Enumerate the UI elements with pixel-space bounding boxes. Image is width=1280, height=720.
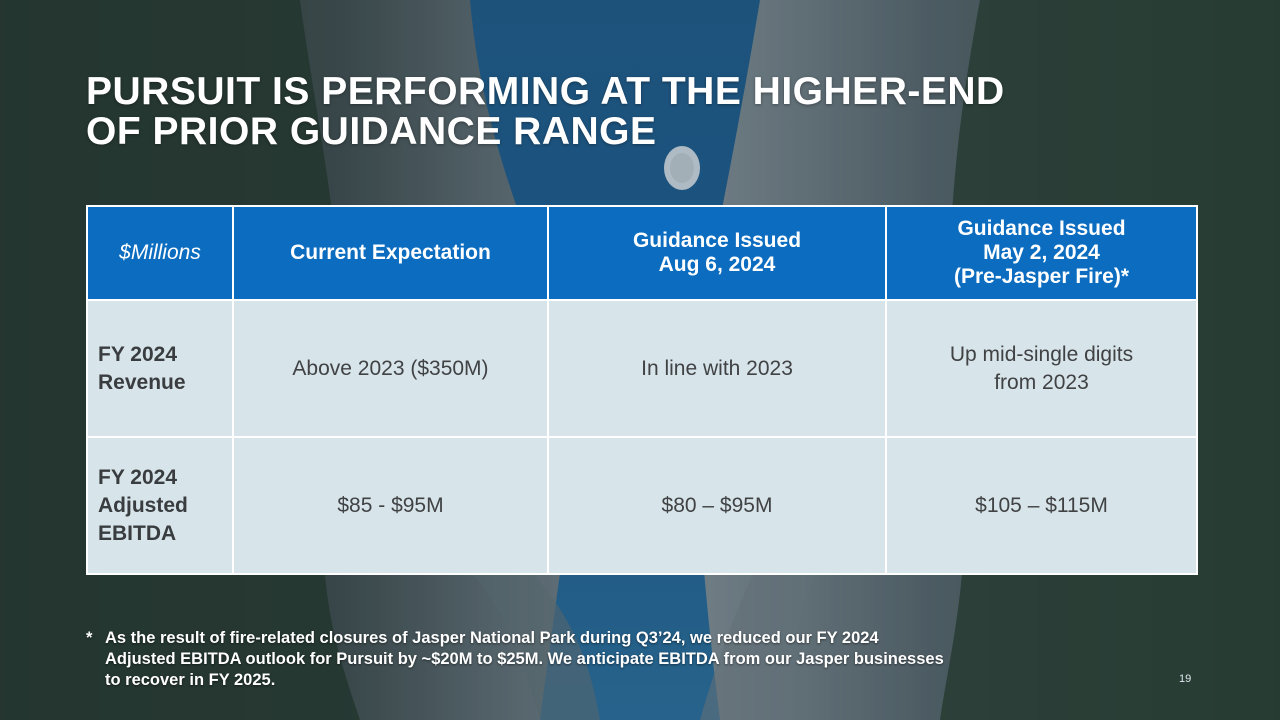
title-line-1: PURSUIT IS PERFORMING AT THE HIGHER-END — [86, 70, 1005, 113]
row-label-ebitda: FY 2024 Adjusted EBITDA — [86, 436, 234, 575]
footnote: * As the result of fire-related closures… — [86, 628, 1166, 691]
cell-revenue-may: Up mid-single digits from 2023 — [885, 299, 1198, 438]
cell-ebitda-aug: $80 – $95M — [547, 436, 887, 575]
cell-ebitda-current: $85 - $95M — [232, 436, 549, 575]
title-line-2: OF PRIOR GUIDANCE RANGE — [86, 110, 657, 153]
cell-ebitda-may: $105 – $115M — [885, 436, 1198, 575]
guidance-table: $Millions Current Expectation Guidance I… — [86, 205, 1198, 575]
header-guidance-may: Guidance Issued May 2, 2024 (Pre-Jasper … — [885, 205, 1198, 301]
header-current-expectation: Current Expectation — [232, 205, 549, 301]
slide-title: PURSUIT IS PERFORMING AT THE HIGHER-END … — [86, 72, 1186, 152]
table-row: FY 2024 Adjusted EBITDA $85 - $95M $80 –… — [86, 436, 1198, 575]
table-header-row: $Millions Current Expectation Guidance I… — [86, 205, 1198, 301]
footnote-text: As the result of fire-related closures o… — [105, 629, 944, 689]
cell-revenue-current: Above 2023 ($350M) — [232, 299, 549, 438]
table-row: FY 2024 Revenue Above 2023 ($350M) In li… — [86, 299, 1198, 438]
row-label-revenue: FY 2024 Revenue — [86, 299, 234, 438]
footnote-marker: * — [86, 629, 93, 647]
header-units: $Millions — [86, 205, 234, 301]
cell-revenue-aug: In line with 2023 — [547, 299, 887, 438]
page-number: 19 — [1179, 673, 1192, 685]
header-guidance-aug: Guidance Issued Aug 6, 2024 — [547, 205, 887, 301]
